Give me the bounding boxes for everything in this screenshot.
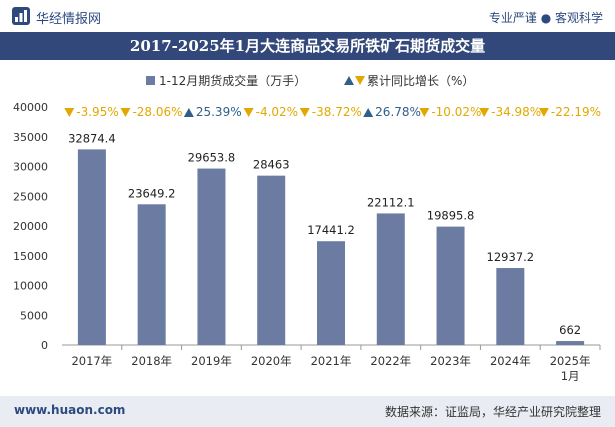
- x-tick-label: 2021年: [311, 354, 352, 368]
- data-source: 数据来源：证监局，华经产业研究院整理: [384, 405, 601, 419]
- bar-data-label: 12937.2: [487, 250, 535, 264]
- footer-bar: www.huaon.com 数据来源：证监局，华经产业研究院整理: [0, 396, 615, 427]
- huajing-logo-icon: [12, 7, 30, 25]
- y-tick-label: 35000: [13, 131, 48, 144]
- y-tick-label: 25000: [13, 190, 48, 203]
- growth-data-label: -22.19%: [551, 105, 601, 119]
- x-tick-label: 2018年: [131, 354, 172, 368]
- title-bar: 2017-2025年1月大连商品交易所铁矿石期货成交量: [0, 32, 615, 60]
- y-tick-label: 0: [41, 339, 48, 352]
- x-tick-label: 2017年: [71, 354, 112, 368]
- x-tick-label: 2025年 1月: [550, 354, 591, 383]
- bar-volume: [436, 226, 465, 345]
- chart-title: 2017-2025年1月大连商品交易所铁矿石期货成交量: [129, 37, 486, 55]
- bar-data-label: 662: [559, 323, 581, 337]
- growth-up-triangle-icon: [363, 108, 374, 117]
- bar-data-label: 28463: [253, 158, 290, 172]
- website-link[interactable]: www.huaon.com: [14, 403, 126, 417]
- growth-down-triangle-icon: [120, 108, 131, 117]
- brand-name[interactable]: 华经情报网: [36, 12, 102, 27]
- bar-data-label: 22112.1: [367, 195, 415, 209]
- bar-volume: [77, 149, 106, 345]
- bar-data-label: 29653.8: [188, 151, 236, 165]
- growth-down-triangle-icon: [538, 108, 549, 117]
- growth-data-label: -3.95%: [76, 105, 118, 119]
- bar-volume: [556, 341, 585, 345]
- growth-down-triangle-icon: [64, 108, 75, 117]
- growth-down-triangle-icon: [479, 108, 490, 117]
- x-tick-label: 2023年: [430, 354, 471, 368]
- bar-data-label: 17441.2: [307, 223, 355, 237]
- growth-data-label: 25.39%: [196, 105, 242, 119]
- x-tick-label: 2024年: [490, 354, 531, 368]
- growth-down-triangle-icon: [419, 108, 430, 117]
- top-bar: 华经情报网 专业严谨 ● 客观科学: [0, 0, 615, 32]
- growth-data-label: -4.02%: [256, 105, 298, 119]
- bar-volume: [137, 204, 166, 345]
- y-tick-label: 20000: [13, 220, 48, 233]
- growth-data-label: 26.78%: [375, 105, 421, 119]
- growth-down-triangle-icon: [299, 108, 310, 117]
- y-tick-label: 5000: [20, 309, 48, 322]
- legend-label-volume: 1-12月期货成交量（万手）: [159, 73, 306, 88]
- bar-data-label: 32874.4: [68, 131, 116, 145]
- y-tick-label: 10000: [13, 280, 48, 293]
- growth-data-label: -38.72%: [312, 105, 362, 119]
- bar-volume: [496, 268, 525, 345]
- legend-swatch-volume: [146, 76, 155, 85]
- tagline: 专业严谨 ● 客观科学: [488, 11, 603, 25]
- x-tick-label: 2019年: [191, 354, 232, 368]
- bar-volume: [197, 168, 226, 345]
- bar-volume: [376, 213, 405, 345]
- growth-data-label: -28.06%: [132, 105, 182, 119]
- legend-triangle-down-icon: [355, 76, 365, 85]
- growth-data-label: -34.98%: [491, 105, 541, 119]
- growth-data-label: -10.02%: [431, 105, 481, 119]
- y-tick-label: 40000: [13, 101, 48, 114]
- y-tick-label: 15000: [13, 250, 48, 263]
- bar-volume: [257, 175, 286, 345]
- y-tick-label: 30000: [13, 161, 48, 174]
- bar-data-label: 23649.2: [128, 186, 176, 200]
- legend-label-growth: 累计同比增长（%）: [367, 74, 474, 88]
- bar-data-label: 19895.8: [427, 209, 475, 223]
- growth-up-triangle-icon: [183, 108, 194, 117]
- legend-triangle-up-icon: [344, 76, 354, 85]
- x-tick-label: 2022年: [370, 354, 411, 368]
- bar-volume: [317, 241, 345, 345]
- growth-down-triangle-icon: [243, 108, 254, 117]
- chart: 1-12月期货成交量（万手） 累计同比增长（%） 0 5000 10000 15000 20…: [13, 73, 601, 383]
- x-tick-label: 2020年: [251, 354, 292, 368]
